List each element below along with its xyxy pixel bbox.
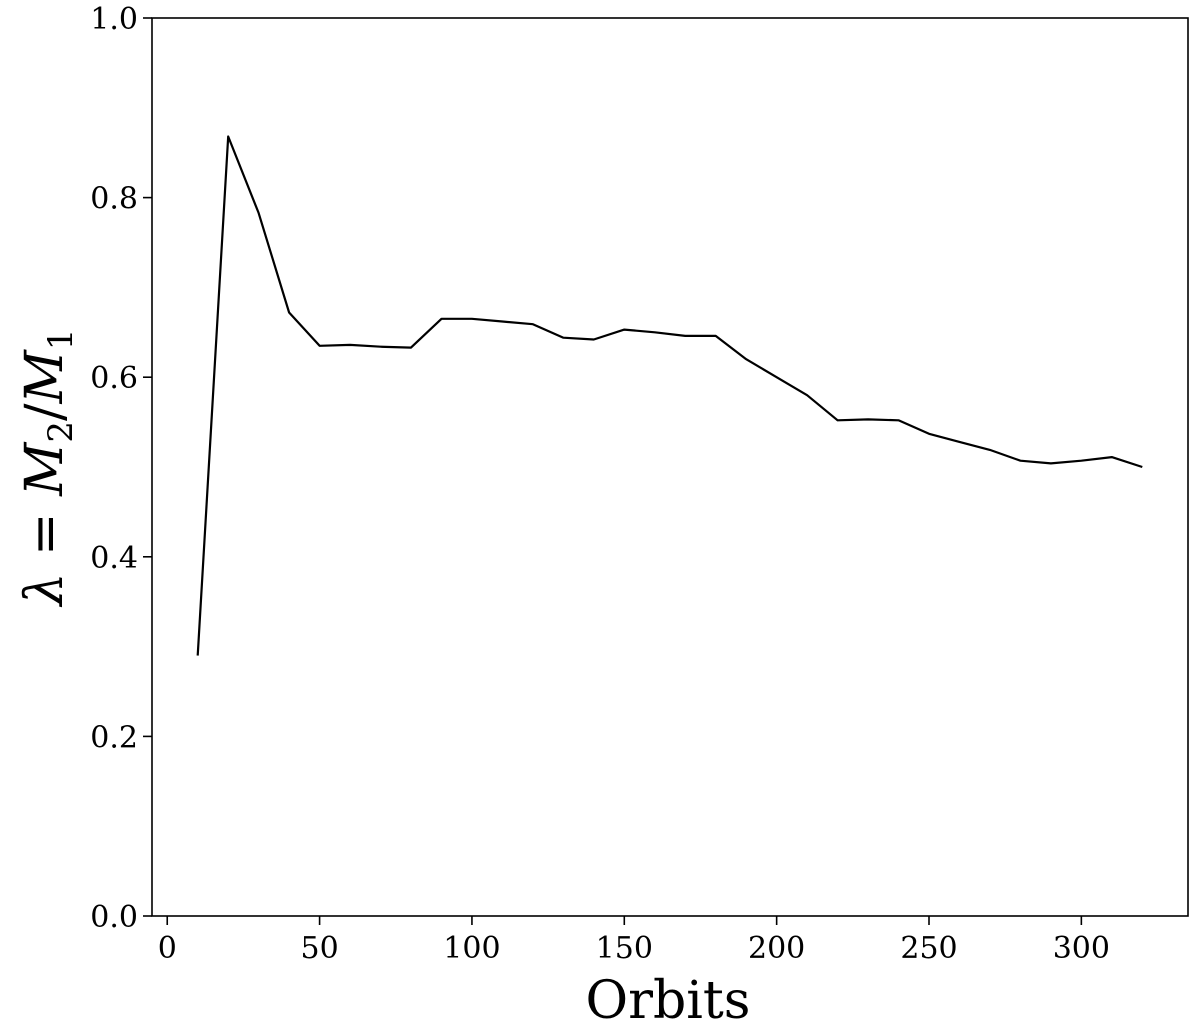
- svg-text:λ = M2/M1: λ = M2/M1: [15, 329, 81, 608]
- y-tick-label: 0.0: [90, 900, 138, 935]
- y-tick-label: 0.4: [90, 541, 138, 576]
- series-line: [196, 135, 1143, 656]
- y-label-lhs: λ =: [15, 496, 75, 608]
- x-tick-label: 200: [748, 931, 805, 966]
- y-axis-label: λ = M2/M1: [15, 329, 81, 608]
- x-tick-label: 150: [596, 931, 653, 966]
- x-axis-ticks: 0 50 100 150 200 250 300: [158, 916, 1110, 966]
- y-label-den: M: [15, 348, 75, 404]
- y-tick-label: 1.0: [90, 2, 138, 37]
- y-axis-ticks: 0.0 0.2 0.4 0.6 0.8 1.0: [90, 2, 152, 935]
- y-tick-label: 0.8: [90, 182, 138, 217]
- x-tick-label: 50: [300, 931, 338, 966]
- y-label-num: M: [15, 441, 75, 497]
- x-tick-label: 250: [900, 931, 957, 966]
- x-tick-label: 300: [1053, 931, 1110, 966]
- x-axis-label: Orbits: [586, 971, 751, 1027]
- y-tick-label: 0.6: [90, 361, 138, 396]
- y-tick-label: 0.2: [90, 720, 138, 755]
- y-label-den-sub: 1: [41, 329, 81, 351]
- x-tick-label: 0: [158, 931, 177, 966]
- y-label-slash: /: [15, 403, 75, 421]
- y-label-num-sub: 2: [41, 421, 81, 443]
- plot-frame: [151, 17, 1189, 917]
- x-tick-label: 100: [443, 931, 500, 966]
